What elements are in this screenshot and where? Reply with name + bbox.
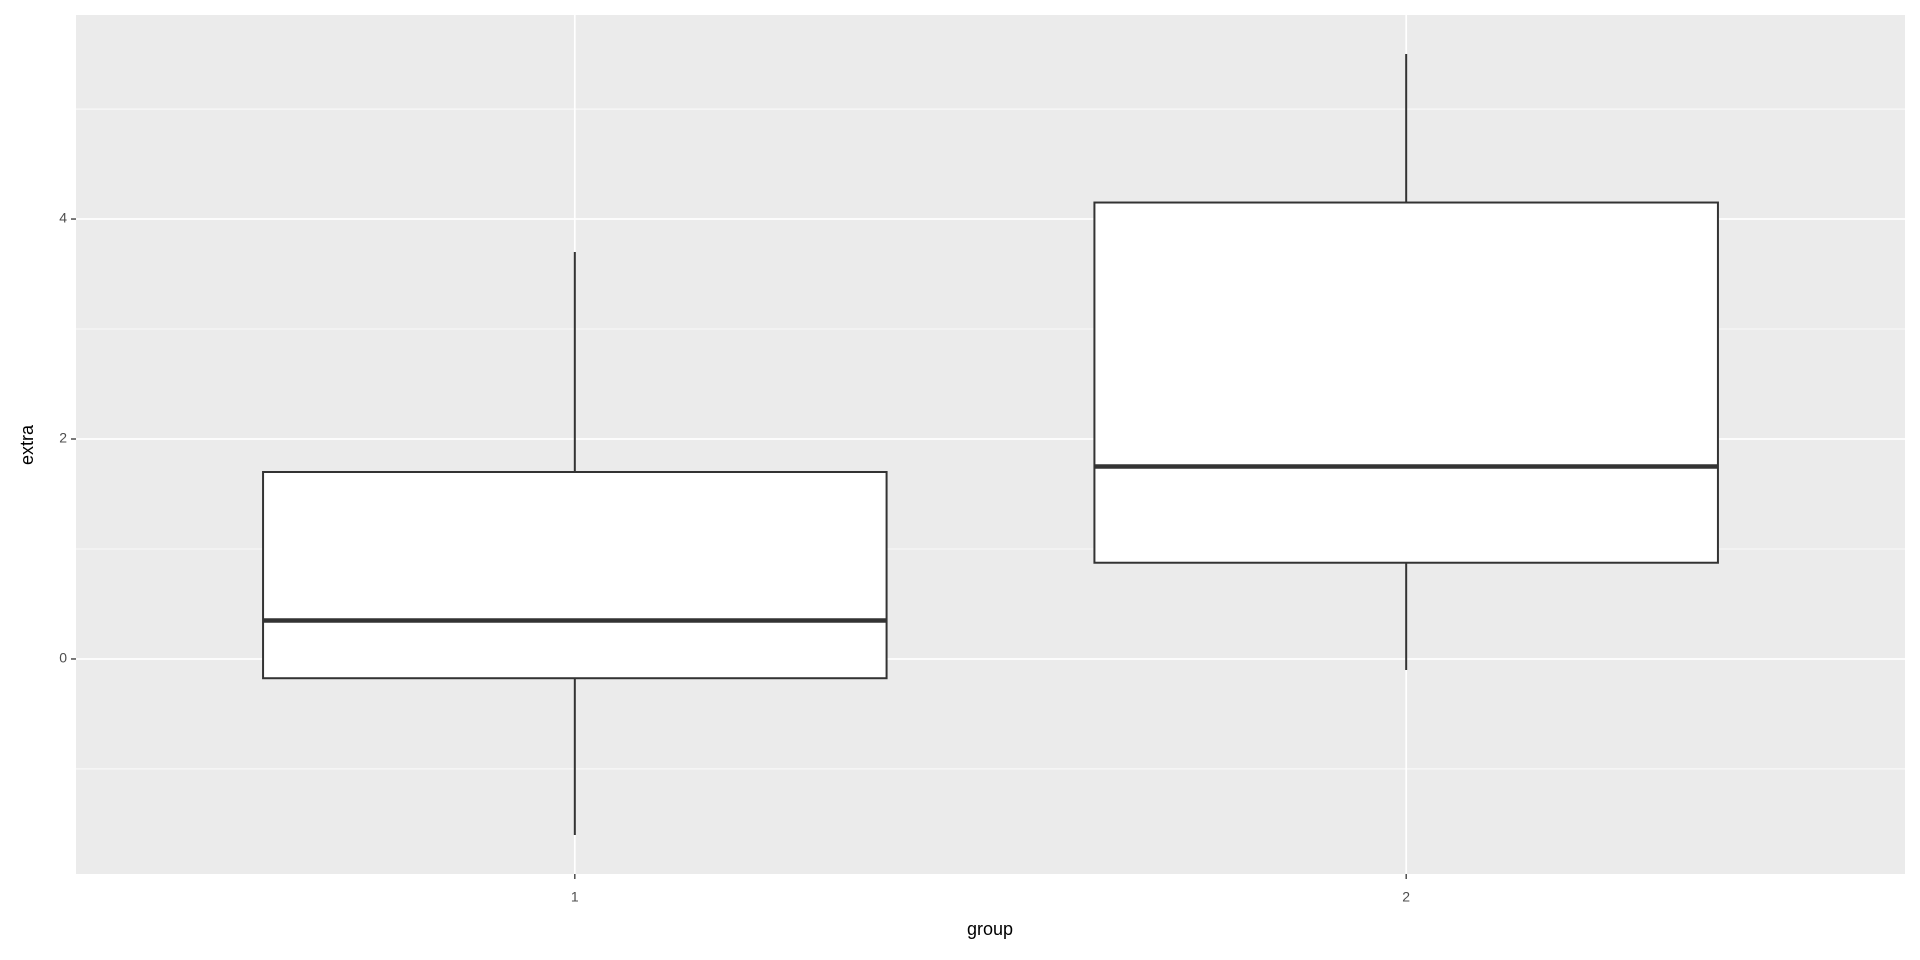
y-tick-label: 4 xyxy=(59,210,67,226)
box xyxy=(262,470,888,680)
x-tick-label: 1 xyxy=(571,889,579,905)
y-axis-title: extra xyxy=(17,424,37,465)
y-tick-label: 0 xyxy=(59,650,67,666)
box xyxy=(1093,201,1719,564)
y-tick-label: 2 xyxy=(59,430,67,446)
x-tick-label: 2 xyxy=(1402,889,1410,905)
x-axis-title: group xyxy=(967,919,1013,939)
